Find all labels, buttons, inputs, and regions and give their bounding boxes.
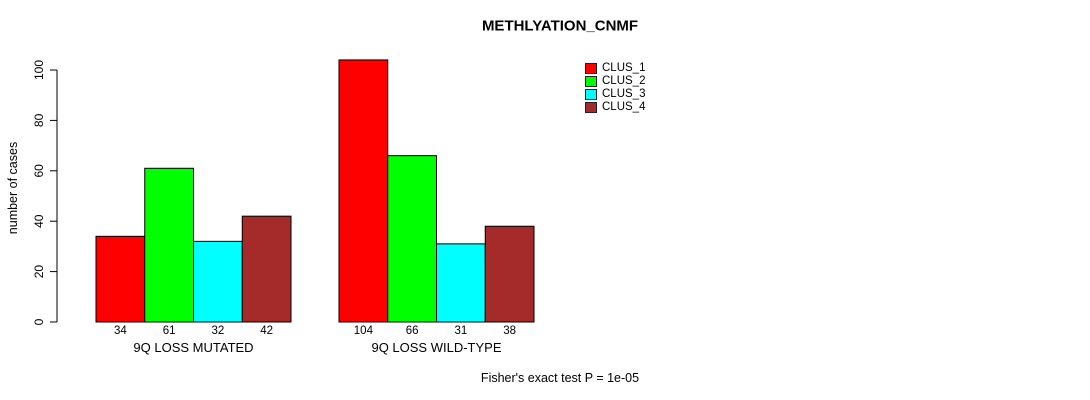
bar-clus_1-2 [338,59,389,323]
group-label: 9Q LOSS WILD-TYPE [371,340,501,355]
bar-clus_4-1 [241,215,292,323]
bar-clus_2-1 [144,167,194,323]
bar-clus_1-1 [95,235,146,323]
bar-value-label: 104 [354,325,374,337]
legend-swatch-clus_1 [585,63,597,74]
legend-row: CLUS_2 [585,75,645,88]
legend-label: CLUS_2 [602,75,646,87]
bar-value-label: 32 [211,325,224,337]
chart-title: METHLYATION_CNMF [481,17,639,35]
legend: CLUS_1 CLUS_2 CLUS_3 CLUS_4 [585,62,645,114]
bar-clus_3-1 [193,240,243,323]
group-label: 9Q LOSS MUTATED [133,340,253,355]
y-tick-label: 20 [32,265,46,279]
y-tick-label: 100 [32,60,46,80]
bar-clus_3-2 [436,243,486,323]
legend-swatch-clus_4 [585,102,597,113]
bar-value-label: 42 [260,325,273,337]
legend-label: CLUS_1 [602,62,646,74]
legend-swatch-clus_2 [585,76,597,87]
y-tick-label: 60 [32,164,46,178]
bar-value-label: 31 [454,325,467,337]
bar-value-label: 38 [503,325,516,337]
legend-swatch-clus_3 [585,89,597,100]
bar-value-label: 66 [406,325,419,337]
y-tick-label: 80 [32,113,46,127]
legend-label: CLUS_3 [602,88,646,100]
bar-clus_2-2 [387,155,437,323]
legend-row: CLUS_4 [585,101,645,114]
legend-row: CLUS_1 [585,62,645,75]
annotation-text: Fisher's exact test P = 1e-05 [480,371,640,385]
y-tick-label: 40 [32,214,46,228]
bar-value-label: 61 [163,325,176,337]
legend-label: CLUS_4 [602,101,646,113]
bar-value-label: 34 [114,325,127,337]
y-tick-label: 0 [32,318,46,325]
legend-row: CLUS_3 [585,88,645,101]
bar-clus_4-2 [484,225,535,323]
